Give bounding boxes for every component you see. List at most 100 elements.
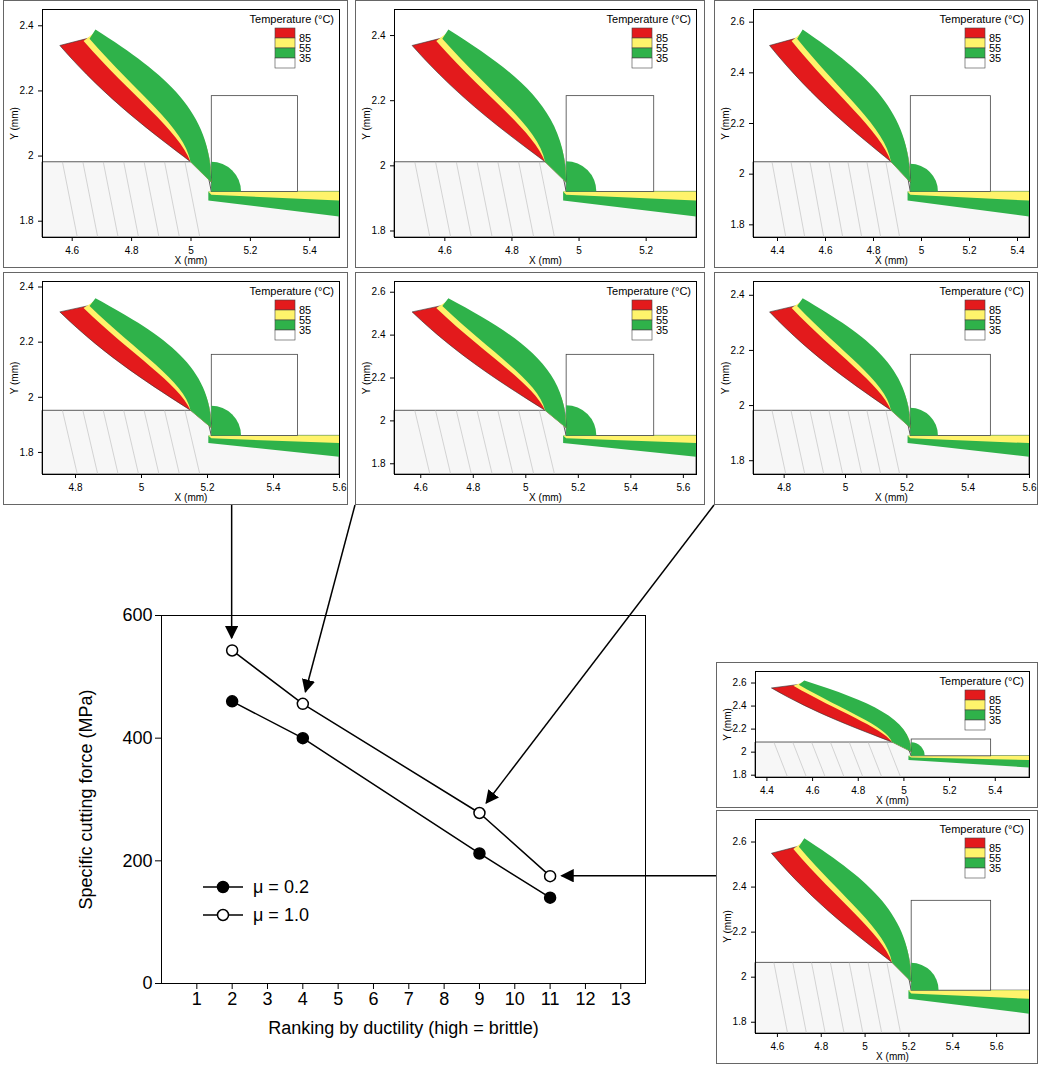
svg-text:X (mm): X (mm) bbox=[875, 255, 908, 266]
svg-text:1.8: 1.8 bbox=[731, 455, 745, 466]
svg-text:Y (mm): Y (mm) bbox=[722, 910, 733, 943]
svg-text:2.2: 2.2 bbox=[733, 723, 747, 734]
svg-text:2: 2 bbox=[739, 400, 745, 411]
svg-text:2.4: 2.4 bbox=[372, 30, 386, 41]
svg-text:1.8: 1.8 bbox=[20, 215, 34, 226]
svg-text:5.4: 5.4 bbox=[988, 785, 1002, 796]
svg-text:2: 2 bbox=[380, 160, 386, 171]
svg-text:2.4: 2.4 bbox=[731, 289, 745, 300]
svg-text:4.8: 4.8 bbox=[505, 245, 519, 256]
svg-text:5.4: 5.4 bbox=[303, 245, 317, 256]
svg-text:2: 2 bbox=[28, 392, 34, 403]
svg-text:5.4: 5.4 bbox=[624, 482, 638, 493]
svg-text:12: 12 bbox=[575, 989, 595, 1009]
svg-text:1.8: 1.8 bbox=[731, 219, 745, 230]
svg-text:Y (mm): Y (mm) bbox=[9, 107, 20, 140]
svg-text:Y (mm): Y (mm) bbox=[361, 362, 372, 395]
svg-text:2.4: 2.4 bbox=[733, 881, 747, 892]
svg-text:3: 3 bbox=[262, 989, 272, 1009]
svg-text:5.2: 5.2 bbox=[571, 482, 585, 493]
svg-text:Temperature (°C): Temperature (°C) bbox=[940, 285, 1024, 297]
svg-text:1.8: 1.8 bbox=[733, 769, 747, 780]
svg-text:Y (mm): Y (mm) bbox=[720, 107, 731, 140]
svg-text:Y (mm): Y (mm) bbox=[361, 107, 372, 140]
svg-text:1.8: 1.8 bbox=[372, 225, 386, 236]
svg-text:5.4: 5.4 bbox=[961, 482, 975, 493]
svg-text:35: 35 bbox=[656, 52, 668, 64]
svg-text:2.4: 2.4 bbox=[731, 67, 745, 78]
svg-text:2: 2 bbox=[741, 971, 747, 982]
svg-text:1: 1 bbox=[192, 989, 202, 1009]
svg-text:5.2: 5.2 bbox=[639, 245, 653, 256]
svg-text:X (mm): X (mm) bbox=[175, 255, 208, 266]
svg-text:5.4: 5.4 bbox=[267, 482, 281, 493]
svg-text:2.4: 2.4 bbox=[20, 281, 34, 292]
svg-text:X (mm): X (mm) bbox=[175, 492, 208, 503]
svg-text:400: 400 bbox=[122, 728, 152, 748]
svg-text:2.2: 2.2 bbox=[731, 345, 745, 356]
svg-text:2: 2 bbox=[741, 746, 747, 757]
svg-text:Y (mm): Y (mm) bbox=[720, 362, 731, 395]
svg-text:Y (mm): Y (mm) bbox=[9, 362, 20, 395]
svg-text:5: 5 bbox=[919, 245, 925, 256]
svg-text:Ranking by ductility (high = b: Ranking by ductility (high = brittle) bbox=[268, 1018, 539, 1038]
svg-text:5.4: 5.4 bbox=[946, 1041, 960, 1052]
svg-text:X (mm): X (mm) bbox=[529, 492, 562, 503]
svg-text:4.8: 4.8 bbox=[851, 785, 865, 796]
svg-text:4.6: 4.6 bbox=[414, 482, 428, 493]
svg-text:Temperature (°C): Temperature (°C) bbox=[607, 13, 691, 25]
svg-text:2.6: 2.6 bbox=[372, 286, 386, 297]
svg-text:5.4: 5.4 bbox=[1011, 245, 1025, 256]
svg-text:1.8: 1.8 bbox=[372, 458, 386, 469]
svg-text:6: 6 bbox=[368, 989, 378, 1009]
svg-text:5: 5 bbox=[523, 482, 529, 493]
svg-text:2.2: 2.2 bbox=[372, 95, 386, 106]
svg-text:2.2: 2.2 bbox=[20, 85, 34, 96]
svg-text:4.4: 4.4 bbox=[760, 785, 774, 796]
svg-text:5.6: 5.6 bbox=[676, 482, 690, 493]
svg-text:2: 2 bbox=[227, 989, 237, 1009]
svg-text:600: 600 bbox=[122, 605, 152, 625]
svg-text:1.8: 1.8 bbox=[20, 447, 34, 458]
svg-text:13: 13 bbox=[611, 989, 631, 1009]
svg-text:9: 9 bbox=[474, 989, 484, 1009]
svg-text:Y (mm): Y (mm) bbox=[722, 708, 733, 741]
svg-text:4.8: 4.8 bbox=[777, 482, 791, 493]
svg-text:4.4: 4.4 bbox=[771, 245, 785, 256]
svg-text:4.6: 4.6 bbox=[770, 1041, 784, 1052]
svg-text:4.8: 4.8 bbox=[125, 245, 139, 256]
svg-text:4.8: 4.8 bbox=[69, 482, 83, 493]
svg-text:5.6: 5.6 bbox=[1023, 482, 1037, 493]
svg-text:2.4: 2.4 bbox=[372, 329, 386, 340]
svg-text:2.4: 2.4 bbox=[733, 700, 747, 711]
svg-text:8: 8 bbox=[439, 989, 449, 1009]
svg-text:2.4: 2.4 bbox=[20, 20, 34, 31]
svg-text:1.8: 1.8 bbox=[733, 1016, 747, 1027]
svg-text:4: 4 bbox=[298, 989, 308, 1009]
svg-text:7: 7 bbox=[404, 989, 414, 1009]
svg-text:35: 35 bbox=[989, 862, 1001, 874]
svg-text:2.6: 2.6 bbox=[731, 16, 745, 27]
svg-text:2: 2 bbox=[28, 150, 34, 161]
svg-text:2.2: 2.2 bbox=[731, 118, 745, 129]
svg-text:35: 35 bbox=[989, 324, 1001, 336]
svg-text:35: 35 bbox=[656, 324, 668, 336]
svg-text:0: 0 bbox=[142, 973, 152, 993]
svg-text:4.6: 4.6 bbox=[65, 245, 79, 256]
svg-text:2.2: 2.2 bbox=[733, 926, 747, 937]
svg-text:2.6: 2.6 bbox=[733, 677, 747, 688]
svg-text:Specific cutting force (MPa): Specific cutting force (MPa) bbox=[76, 689, 96, 909]
svg-text:5.2: 5.2 bbox=[243, 245, 257, 256]
svg-text:Temperature (°C): Temperature (°C) bbox=[940, 823, 1024, 835]
svg-text:5.6: 5.6 bbox=[333, 482, 347, 493]
svg-text:2.2: 2.2 bbox=[20, 336, 34, 347]
svg-text:4.6: 4.6 bbox=[438, 245, 452, 256]
svg-text:5: 5 bbox=[139, 482, 145, 493]
svg-text:35: 35 bbox=[299, 324, 311, 336]
svg-text:X (mm): X (mm) bbox=[876, 1051, 909, 1062]
svg-text:X (mm): X (mm) bbox=[875, 492, 908, 503]
svg-text:X (mm): X (mm) bbox=[529, 255, 562, 266]
svg-text:5.2: 5.2 bbox=[943, 785, 957, 796]
svg-text:4.6: 4.6 bbox=[806, 785, 820, 796]
svg-text:5: 5 bbox=[862, 1041, 868, 1052]
